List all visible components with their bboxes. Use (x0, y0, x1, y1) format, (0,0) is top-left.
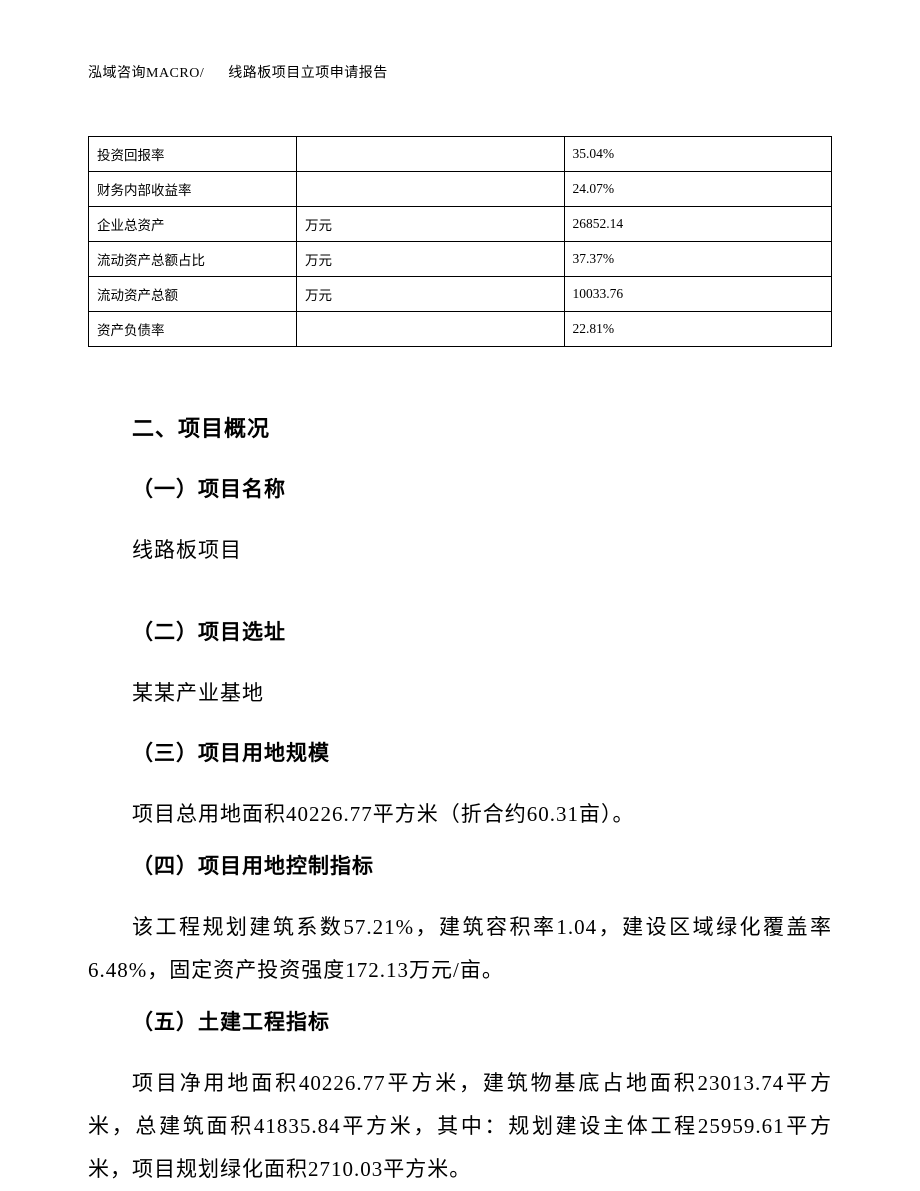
header-right: 线路板项目立项申请报告 (228, 66, 388, 81)
table-row: 企业总资产 万元 26852.14 (89, 207, 832, 242)
cell-unit: 万元 (297, 277, 564, 312)
body-text-4: 该工程规划建筑系数57.21%，建筑容积率1.04，建设区域绿化覆盖率6.48%… (88, 906, 832, 992)
table-row: 流动资产总额占比 万元 37.37% (89, 242, 832, 277)
subheading-2: （二）项目选址 (132, 616, 832, 646)
subheading-3: （三）项目用地规模 (132, 737, 832, 767)
cell-value: 35.04% (564, 137, 832, 172)
cell-label: 流动资产总额占比 (89, 242, 297, 277)
body-text-1: 线路板项目 (132, 529, 832, 572)
header-left: 泓域咨询MACRO/ (88, 66, 204, 81)
cell-label: 资产负债率 (89, 312, 297, 347)
section-title: 二、项目概况 (132, 411, 832, 443)
cell-value: 24.07% (564, 172, 832, 207)
cell-value: 10033.76 (564, 277, 832, 312)
section-number: 二、 (132, 416, 178, 441)
cell-label: 投资回报率 (89, 137, 297, 172)
table-row: 资产负债率 22.81% (89, 312, 832, 347)
cell-label: 企业总资产 (89, 207, 297, 242)
cell-label: 流动资产总额 (89, 277, 297, 312)
cell-unit (297, 172, 564, 207)
table-row: 流动资产总额 万元 10033.76 (89, 277, 832, 312)
cell-unit: 万元 (297, 207, 564, 242)
subheading-5: （五）土建工程指标 (132, 1006, 832, 1036)
page-header: 泓域咨询MACRO/线路板项目立项申请报告 (88, 62, 832, 82)
financial-table: 投资回报率 35.04% 财务内部收益率 24.07% 企业总资产 万元 268… (88, 136, 832, 347)
cell-unit (297, 312, 564, 347)
table-row: 投资回报率 35.04% (89, 137, 832, 172)
subheading-4: （四）项目用地控制指标 (132, 850, 832, 880)
subheading-1: （一）项目名称 (132, 473, 832, 503)
cell-label: 财务内部收益率 (89, 172, 297, 207)
table-row: 财务内部收益率 24.07% (89, 172, 832, 207)
body-text-2: 某某产业基地 (132, 672, 832, 715)
cell-value: 37.37% (564, 242, 832, 277)
cell-unit (297, 137, 564, 172)
cell-value: 22.81% (564, 312, 832, 347)
body-text-5: 项目净用地面积40226.77平方米，建筑物基底占地面积23013.74平方米，… (88, 1062, 832, 1191)
section-title-text: 项目概况 (178, 416, 270, 441)
cell-value: 26852.14 (564, 207, 832, 242)
body-text-3: 项目总用地面积40226.77平方米（折合约60.31亩）。 (88, 793, 832, 836)
cell-unit: 万元 (297, 242, 564, 277)
